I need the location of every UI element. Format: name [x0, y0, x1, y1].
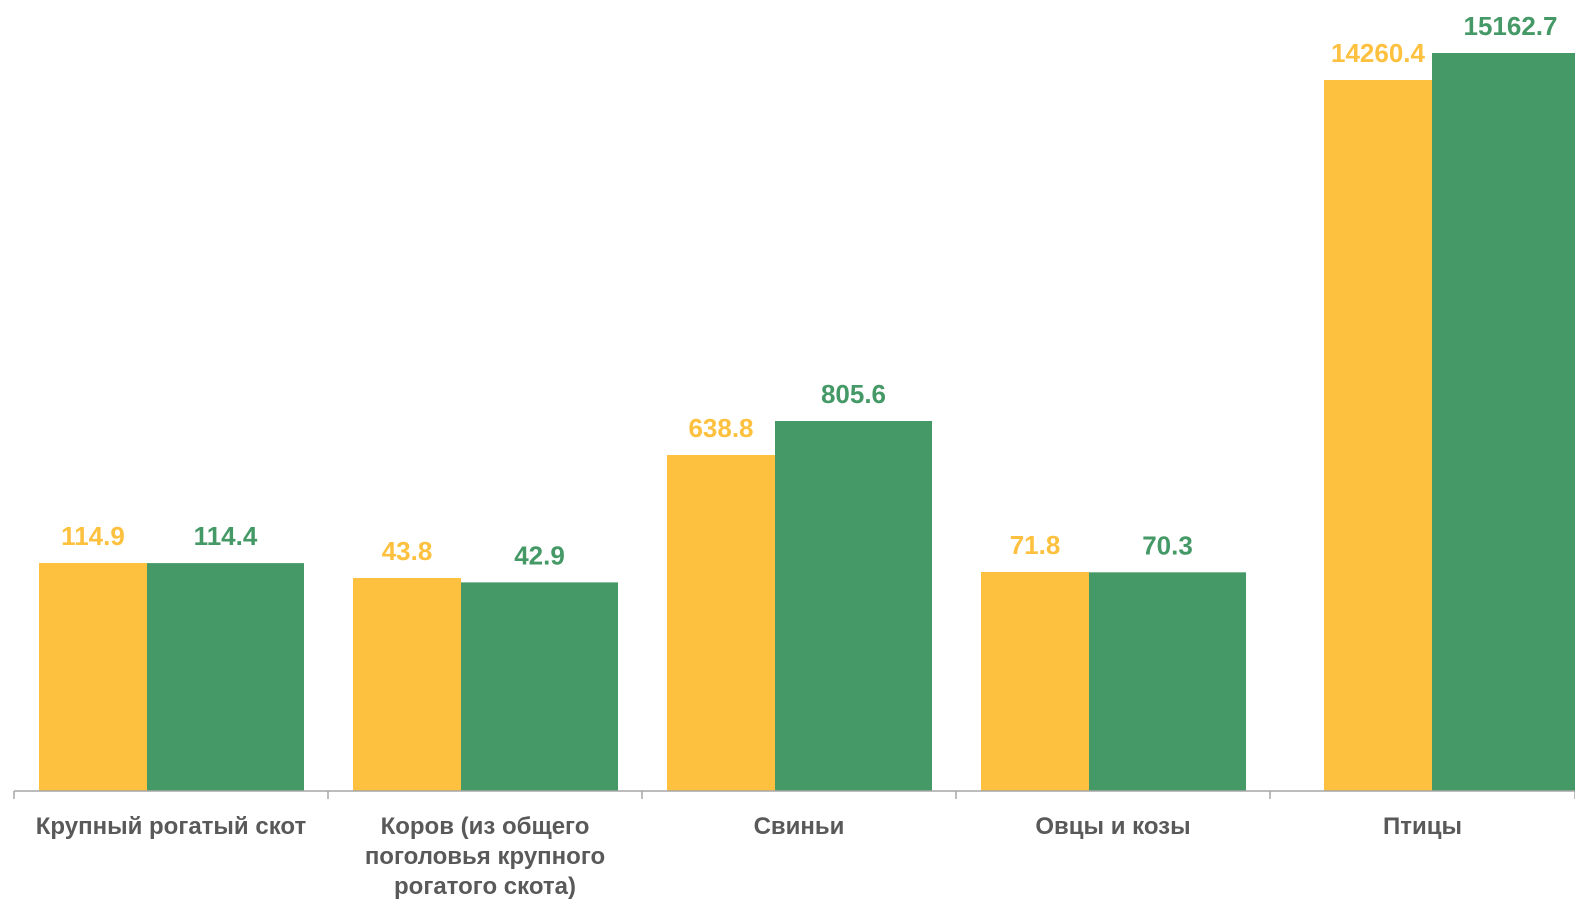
- bar: [39, 563, 147, 791]
- data-label: 42.9: [514, 540, 565, 570]
- data-label: 114.4: [194, 521, 258, 551]
- data-label: 43.8: [382, 536, 433, 566]
- category-label: Свиньи: [754, 813, 845, 840]
- bar: [981, 572, 1089, 791]
- bar: [1432, 53, 1575, 791]
- data-label: 71.8: [1010, 530, 1061, 560]
- data-label: 70.3: [1142, 530, 1193, 560]
- bar: [1324, 80, 1432, 791]
- bar: [353, 578, 461, 791]
- data-label: 114.9: [61, 521, 125, 551]
- bar: [775, 421, 932, 791]
- category-label: Коров (из общего поголовья крупного рогато…: [365, 813, 605, 900]
- bar: [147, 563, 304, 791]
- data-label: 805.6: [821, 379, 886, 409]
- data-label: 638.8: [688, 413, 753, 443]
- data-label: 15162.7: [1464, 11, 1558, 41]
- category-label: Птицы: [1383, 813, 1462, 840]
- bar: [461, 582, 618, 791]
- bar: [667, 455, 775, 791]
- data-label: 14260.4: [1331, 38, 1426, 68]
- bar: [1089, 572, 1246, 791]
- category-label: Крупный рогатый скот: [36, 813, 307, 840]
- category-label: Овцы и козы: [1035, 813, 1190, 840]
